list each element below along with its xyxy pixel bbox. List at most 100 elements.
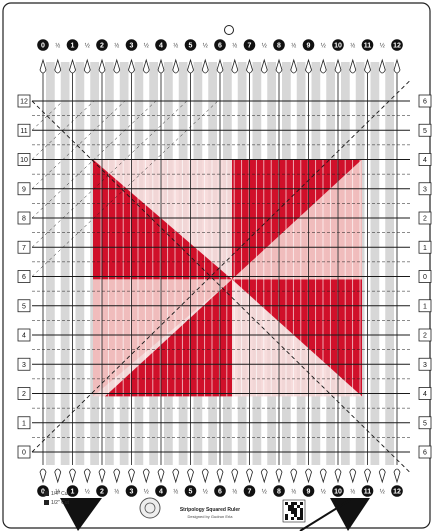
slot-top	[83, 58, 91, 74]
bottom-number: 7	[248, 489, 252, 496]
left-number: 3	[22, 362, 26, 369]
slot-top	[172, 58, 180, 74]
grid-line-layer	[32, 62, 410, 465]
half-inch-mark: ½	[350, 43, 355, 50]
slot-bottom	[39, 468, 47, 484]
bottom-badge	[243, 485, 256, 497]
left-number: 5	[22, 303, 26, 310]
slot-bottom	[54, 468, 62, 484]
left-number: 9	[22, 186, 26, 193]
slot-top	[334, 58, 342, 74]
slot-bottom	[201, 468, 209, 484]
slot-bottom	[142, 468, 150, 484]
right-number: 1	[423, 303, 427, 310]
bottom-badge	[155, 485, 167, 497]
half-inch-mark: ½	[232, 489, 237, 496]
right-box	[418, 153, 432, 166]
right-number: 4	[423, 391, 427, 398]
right-number: 5	[423, 128, 427, 135]
bottom-number: 0	[41, 489, 45, 496]
half-inch-mark: ½	[203, 43, 208, 50]
top-badge	[302, 39, 315, 51]
top-number: 2	[100, 43, 104, 50]
designer-line: Designed by Gudrun Erla	[188, 514, 234, 519]
half-inch-mark: ½	[203, 489, 208, 496]
qr-cell	[285, 517, 288, 520]
bottom-badge	[125, 485, 138, 497]
top-number: 5	[189, 43, 193, 50]
left-number: 11	[20, 128, 27, 135]
qr-cell	[300, 508, 303, 511]
qr-cell	[294, 514, 297, 517]
left-box	[17, 270, 31, 283]
angle-line	[299, 499, 351, 531]
right-number: 3	[423, 362, 427, 369]
qr-cell	[291, 505, 294, 508]
left-box	[17, 211, 31, 225]
diagonal-guide	[31, 100, 64, 131]
slot-top	[290, 58, 298, 74]
bottom-badge	[214, 485, 226, 497]
bottom-number: 10	[334, 489, 342, 496]
gray-strip	[370, 62, 380, 465]
qr-cell	[291, 508, 294, 511]
half-inch-mark: ½	[350, 489, 355, 496]
top-number: 10	[334, 43, 342, 50]
left-box	[17, 94, 31, 108]
right-box	[418, 387, 432, 400]
top-badge	[37, 39, 49, 51]
qr-cell	[291, 502, 294, 505]
slot-top	[231, 58, 239, 74]
left-number: 4	[22, 333, 26, 340]
right-number: 3	[423, 186, 427, 193]
half-inch-mark: ½	[262, 489, 267, 496]
right-box	[418, 94, 432, 108]
right-number: 1	[423, 245, 427, 252]
slot-top	[128, 58, 135, 74]
half-inch-mark: ½	[380, 489, 385, 496]
top-badge	[184, 39, 197, 51]
right-box	[418, 416, 432, 430]
right-box	[418, 240, 432, 254]
red-triangle-lower-right	[232, 279, 362, 397]
slot-top	[98, 58, 106, 74]
qr-cell	[294, 502, 297, 505]
cut-marker-2	[44, 500, 49, 505]
bottom-badge	[361, 485, 374, 497]
qr-cell	[300, 517, 303, 520]
left-number: 12	[20, 99, 28, 106]
slot-bottom	[157, 468, 165, 484]
right-number: 5	[423, 420, 427, 427]
bottom-number: 1	[71, 489, 75, 496]
slot-bottom	[260, 468, 268, 484]
right-box	[418, 123, 432, 137]
qr-cell	[294, 511, 297, 514]
slot-top	[275, 58, 283, 74]
slot-top	[113, 58, 121, 74]
top-badge	[214, 39, 226, 51]
slot-top	[378, 58, 386, 74]
slot-bottom	[216, 468, 224, 484]
slot-bottom	[128, 468, 135, 484]
right-number-column: 6 5 4 3 2 1 0 1 2 3 4 5 6	[418, 94, 432, 459]
bottom-number: 9	[307, 489, 311, 496]
half-inch-mark: ½	[55, 43, 60, 50]
diagonal-guide	[31, 100, 219, 277]
bottom-badge	[184, 485, 197, 497]
left-box	[17, 182, 31, 196]
brand-logo	[139, 497, 161, 519]
brand-logo-inner	[144, 502, 156, 514]
left-number: 0	[22, 450, 26, 457]
slot-bottom	[319, 468, 327, 484]
bottom-number: 4	[159, 489, 163, 496]
top-badge	[96, 39, 108, 51]
bottom-number: 3	[130, 489, 134, 496]
slot-bottom	[393, 468, 401, 484]
bottom-number: 12	[393, 489, 401, 496]
left-number: 1	[22, 420, 26, 427]
qr-cell	[291, 517, 294, 520]
left-number: 7	[22, 245, 26, 252]
slot-bottom	[349, 468, 357, 484]
half-inch-mark: ½	[114, 489, 119, 496]
